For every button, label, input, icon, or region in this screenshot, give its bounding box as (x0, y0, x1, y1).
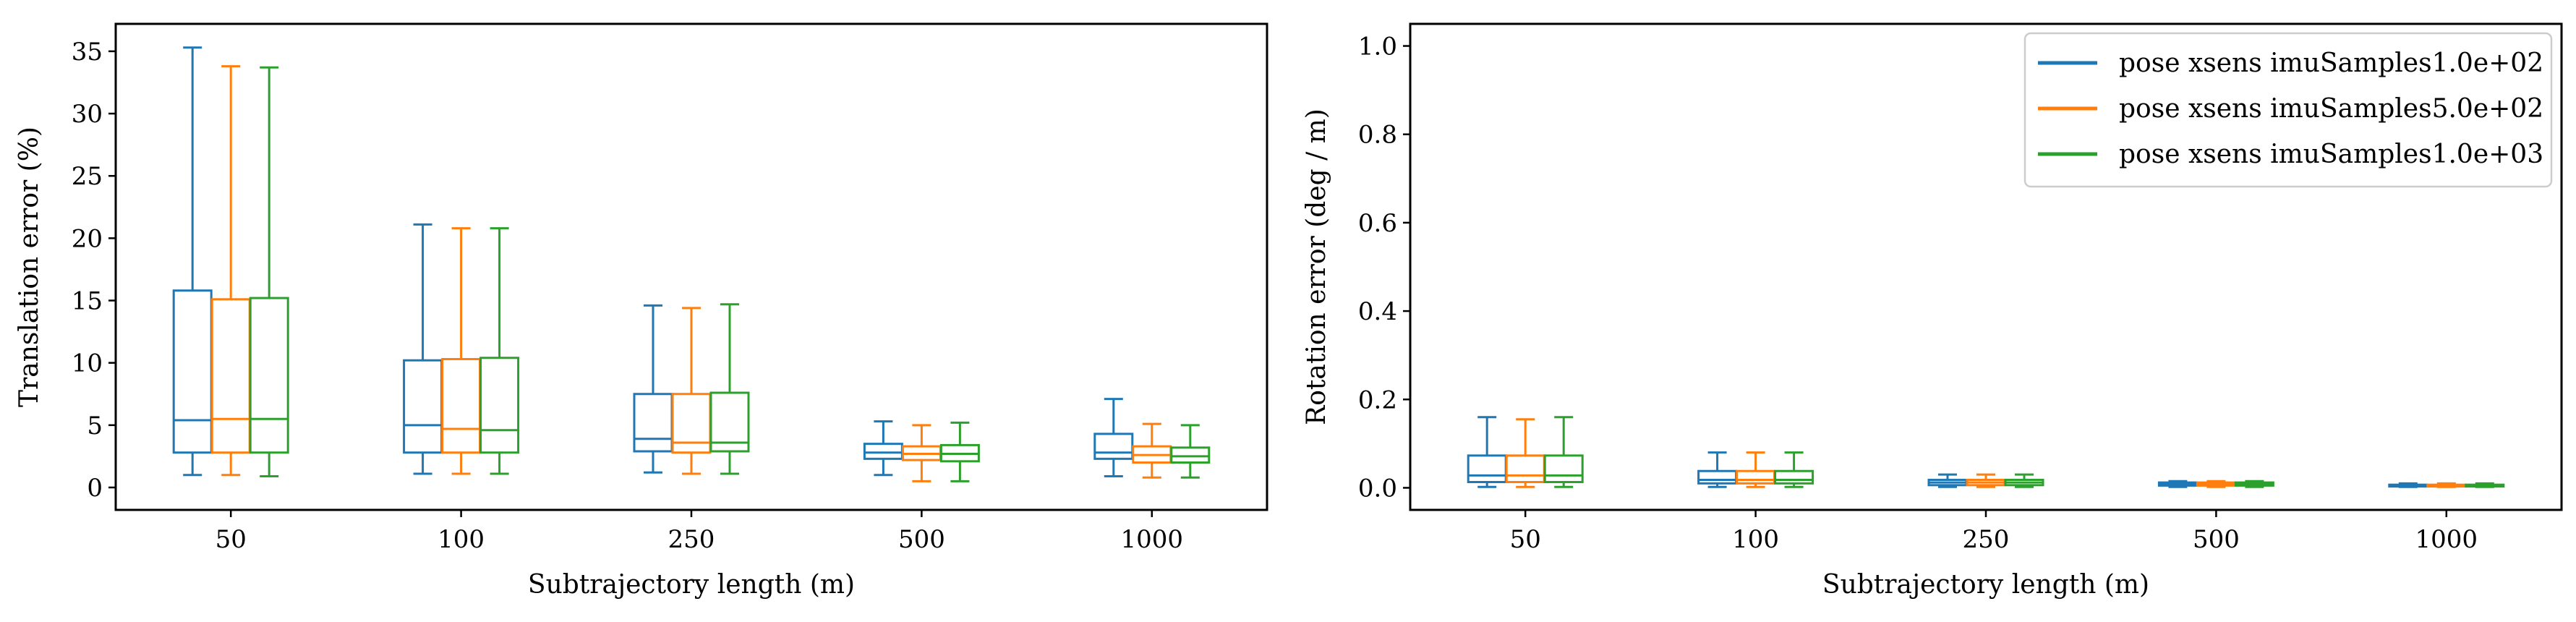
y-axis-label: Rotation error (deg / m) (1302, 108, 1331, 425)
box-plot (249, 66, 289, 477)
legend-entry: pose xsens imuSamples1.0e+03 (2038, 140, 2543, 169)
translation-error-chart: 0 5 10 15 20 25 30 35 50 100 250 500 1000 Subtrajec… (14, 22, 1268, 600)
box-plot (901, 424, 942, 482)
x-tick-label: 1000 (2415, 525, 2478, 554)
legend: pose xsens imuSamples1.0e+02 pose xsens … (2023, 32, 2553, 188)
box-plot (1093, 398, 1134, 477)
legend-label: pose xsens imuSamples1.0e+02 (2119, 48, 2543, 78)
x-tick-label: 250 (668, 525, 715, 554)
x-tick-label: 250 (1963, 525, 2010, 554)
box-plot (2196, 480, 2236, 488)
y-tick-label: 0.4 (1358, 297, 1397, 326)
box-iqr (1093, 433, 1134, 460)
box-plot (1170, 424, 1211, 479)
x-tick-label: 100 (1732, 525, 1779, 554)
box-plot (1736, 451, 1776, 488)
box-iqr (1697, 469, 1738, 485)
y-tick-label: 0.6 (1358, 209, 1397, 238)
box-iqr (633, 393, 673, 453)
y-tick-label: 0.2 (1358, 385, 1397, 414)
box-plot (2426, 482, 2467, 488)
x-ticks: 50 100 250 500 1000 (1510, 510, 2478, 554)
y-axis-label: Translation error (%) (14, 127, 44, 407)
y-tick-label: 15 (72, 287, 103, 316)
box-plot (1543, 416, 1584, 488)
y-tick-label: 5 (87, 412, 103, 440)
x-tick-label: 500 (2193, 525, 2240, 554)
y-tick-label: 0.8 (1358, 121, 1397, 150)
y-tick-label: 10 (72, 349, 103, 378)
y-tick-label: 35 (72, 38, 103, 67)
box-iqr (1736, 469, 1776, 485)
box-plot (1927, 473, 1968, 488)
box-iqr (863, 443, 903, 460)
box-iqr (1467, 454, 1507, 484)
box-iqr (403, 359, 443, 454)
box-plot (633, 304, 673, 474)
box-plot (1774, 451, 1814, 488)
x-tick-label: 50 (1510, 525, 1541, 554)
y-tick-label: 25 (72, 162, 103, 191)
box-plots (172, 46, 1211, 482)
box-iqr (1170, 446, 1211, 464)
box-iqr (479, 357, 520, 454)
box-iqr (671, 393, 712, 454)
x-ticks: 50 100 250 500 1000 (216, 510, 1183, 554)
x-axis-label: Subtrajectory length (m) (1822, 570, 2149, 600)
box-plot (939, 421, 980, 482)
x-tick-label: 100 (438, 525, 485, 554)
y-tick-label: 0 (87, 474, 103, 503)
y-tick-label: 0.0 (1358, 474, 1397, 503)
box-plot (210, 65, 251, 477)
box-plot (2234, 480, 2274, 488)
box-iqr (1543, 454, 1584, 484)
x-tick-label: 500 (898, 525, 945, 554)
box-iqr (441, 358, 482, 454)
legend-label: pose xsens imuSamples5.0e+02 (2119, 94, 2543, 124)
y-tick-label: 1.0 (1358, 33, 1397, 61)
box-plot (2004, 473, 2044, 488)
box-plot (1697, 451, 1738, 488)
legend-frame (2023, 32, 2553, 188)
x-axis-label: Subtrajectory length (m) (528, 570, 855, 600)
y-ticks: 0 5 10 15 20 25 30 35 (72, 38, 116, 503)
box-iqr (210, 298, 251, 454)
y-tick-label: 20 (72, 224, 103, 253)
box-plot (863, 420, 903, 477)
y-tick-label: 30 (72, 100, 103, 129)
box-iqr (1505, 454, 1545, 484)
box-plot (709, 303, 750, 475)
box-plot (2388, 482, 2428, 488)
legend-entry: pose xsens imuSamples1.0e+02 (2038, 48, 2543, 78)
box-plot (2465, 482, 2505, 488)
x-tick-label: 50 (216, 525, 247, 554)
x-tick-label: 1000 (1121, 525, 1184, 554)
rotation-error-chart: 0.0 0.2 0.4 0.6 0.8 1.0 50 100 250 500 1000 Subtr… (1302, 22, 2563, 600)
box-plot (671, 307, 712, 475)
box-iqr (249, 297, 289, 454)
box-plot (1505, 418, 1545, 488)
box-plot (1467, 416, 1507, 488)
box-plot (441, 227, 482, 475)
legend-entry: pose xsens imuSamples5.0e+02 (2038, 94, 2543, 124)
box-iqr (1774, 469, 1814, 485)
box-plot (2157, 480, 2198, 488)
box-plot (479, 227, 520, 475)
box-iqr (172, 289, 213, 454)
box-plot (172, 46, 213, 477)
y-ticks: 0.0 0.2 0.4 0.6 0.8 1.0 (1358, 33, 1410, 503)
box-plots (1467, 416, 2505, 488)
box-plot (1966, 473, 2006, 488)
legend-label: pose xsens imuSamples1.0e+03 (2119, 140, 2543, 169)
box-plot (1132, 422, 1172, 479)
box-plot (403, 223, 443, 475)
